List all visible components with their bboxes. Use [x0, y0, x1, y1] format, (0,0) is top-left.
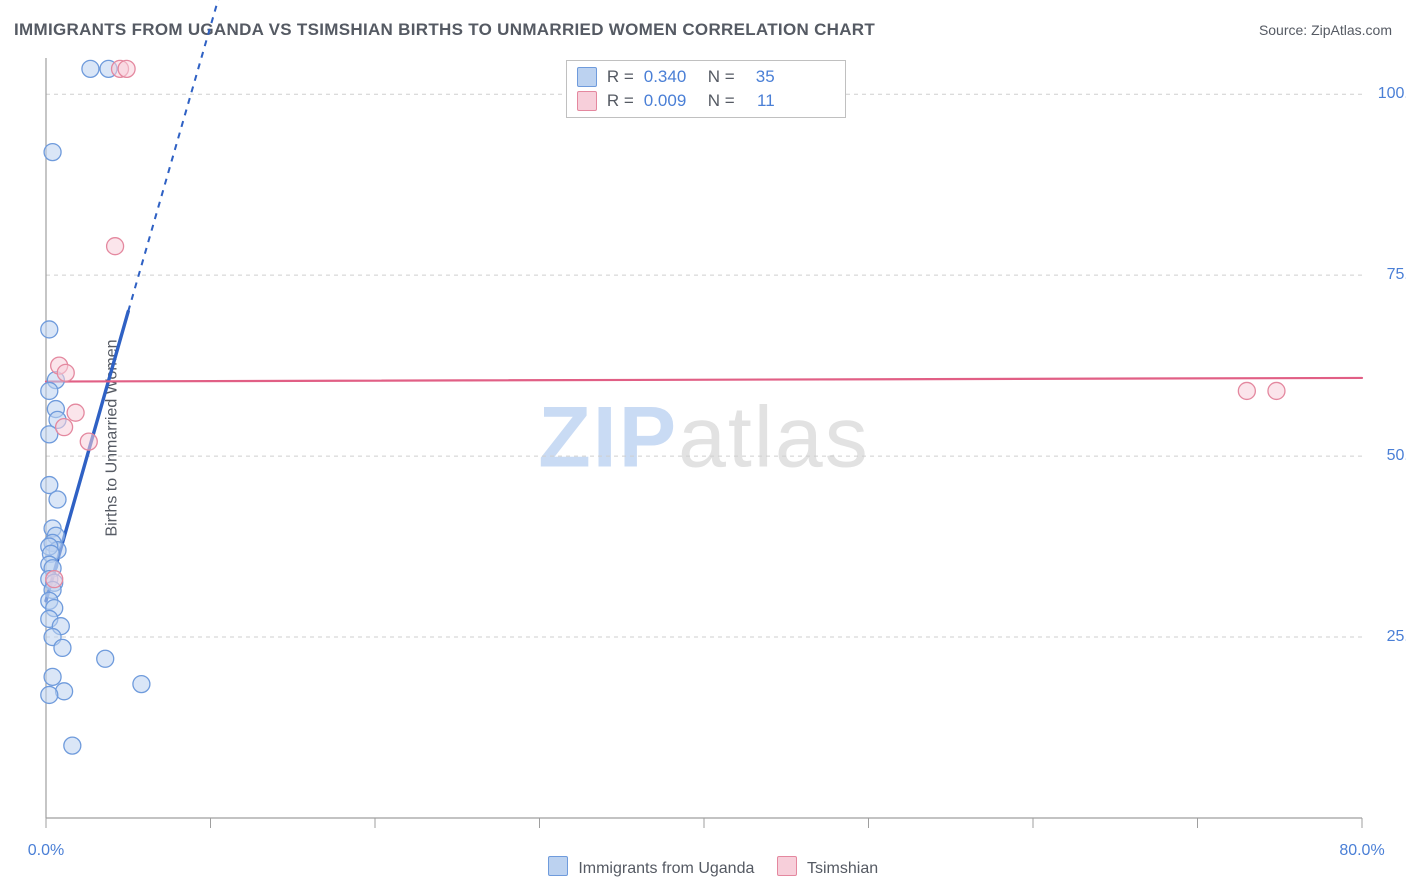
plot-svg [46, 58, 1362, 818]
legend-N-value: 35 [745, 67, 775, 87]
legend-R-value: 0.340 [644, 67, 698, 87]
series-legend: Immigrants from Uganda Tsimshian [46, 856, 1362, 878]
legend-swatch-uganda [548, 856, 568, 876]
legend-R-label: R = [607, 91, 634, 111]
source-label: Source: ZipAtlas.com [1259, 22, 1392, 38]
x-tick-label: 80.0% [1339, 842, 1384, 860]
legend-N-label: N = [708, 67, 735, 87]
y-tick-label: 25.0% [1387, 628, 1406, 646]
y-tick-label: 100.0% [1378, 85, 1406, 103]
chart-title: IMMIGRANTS FROM UGANDA VS TSIMSHIAN BIRT… [14, 20, 875, 39]
legend-R-value: 0.009 [644, 91, 698, 111]
legend-R-label: R = [607, 67, 634, 87]
legend-swatch [577, 67, 597, 87]
legend-label-uganda: Immigrants from Uganda [578, 860, 754, 877]
legend-N-value: 11 [745, 91, 775, 111]
legend-swatch [577, 91, 597, 111]
legend-label-tsimshian: Tsimshian [807, 860, 878, 877]
scatter-plot: Births to Unmarried Women ZIPatlas R =0.… [46, 58, 1362, 818]
correlation-legend: R = 0.340 N = 35 R = 0.009 N = 11 [566, 60, 846, 118]
y-tick-label: 75.0% [1387, 266, 1406, 284]
x-tick-label: 0.0% [28, 842, 64, 860]
legend-swatch-tsimshian [777, 856, 797, 876]
legend-N-label: N = [708, 91, 735, 111]
y-tick-label: 50.0% [1387, 447, 1406, 465]
